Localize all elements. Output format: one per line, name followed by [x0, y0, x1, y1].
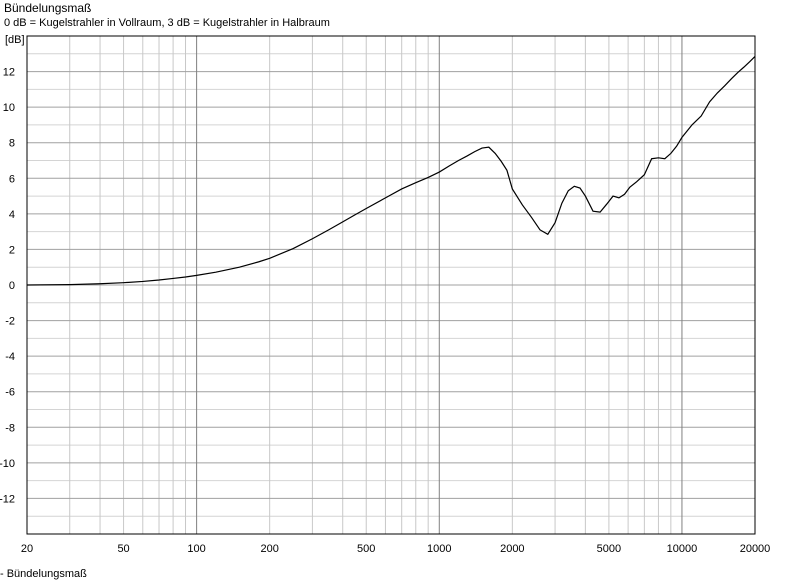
- y-tick-label: -8: [5, 422, 15, 434]
- x-tick-label: 5000: [597, 543, 621, 555]
- x-tick-label: 20: [21, 543, 33, 555]
- y-tick-label: 12: [3, 67, 15, 79]
- y-tick-label: 6: [9, 173, 15, 185]
- legend-entry: - Bündelungsmaß: [0, 568, 87, 580]
- y-tick-label: -4: [5, 351, 15, 363]
- x-tick-label: 100: [187, 543, 205, 555]
- y-tick-label: 0: [9, 280, 15, 292]
- series-line-buendelungsmass: [26, 56, 756, 286]
- x-tick-label: 500: [357, 543, 375, 555]
- y-tick-label: 10: [3, 102, 15, 114]
- y-tick-label: 4: [9, 209, 15, 221]
- y-tick-label: -10: [0, 458, 15, 470]
- x-tick-label: 10000: [667, 543, 698, 555]
- major-grid: [27, 36, 755, 534]
- y-tick-label: 2: [9, 244, 15, 256]
- x-tick-label: 50: [117, 543, 129, 555]
- y-tick-label: -2: [5, 316, 15, 328]
- y-tick-label: -12: [0, 493, 15, 505]
- x-tick-label: 2000: [500, 543, 524, 555]
- chart-title: Bündelungsmaß: [4, 1, 92, 15]
- y-tick-labels: 12 10 8 6 4 2 0 -2 -4 -6 -8 -10 -12: [0, 67, 15, 506]
- minor-grid: [27, 36, 755, 534]
- x-tick-label: 20000: [740, 543, 771, 555]
- y-tick-label: -6: [5, 387, 15, 399]
- x-tick-label: 1000: [427, 543, 451, 555]
- y-axis-unit-label: [dB]: [5, 34, 25, 46]
- chart-subtitle: 0 dB = Kugelstrahler in Vollraum, 3 dB =…: [4, 17, 330, 29]
- y-tick-label: 8: [9, 138, 15, 150]
- x-tick-labels: 20 50 100 200 500 1000 2000 5000 10000 20000: [21, 543, 770, 555]
- x-tick-label: 200: [260, 543, 278, 555]
